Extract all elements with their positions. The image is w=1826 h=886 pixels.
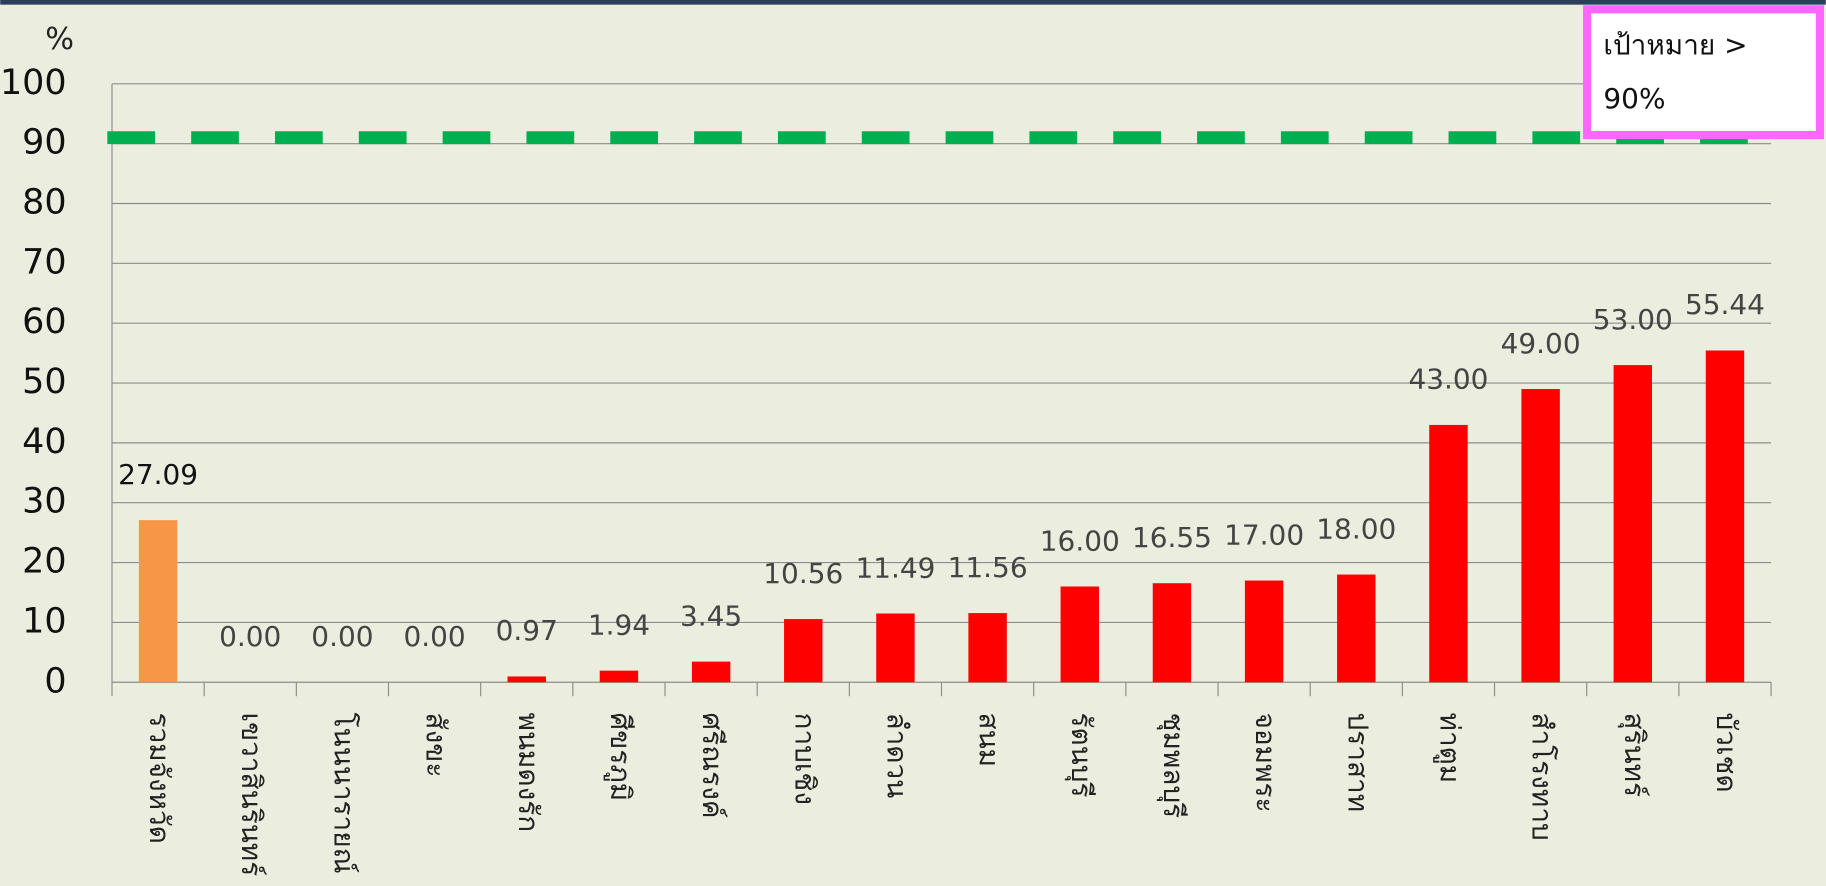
- top-border: [0, 0, 1826, 5]
- value-label: 11.49: [855, 551, 935, 584]
- x-tick-label: พนมดงรัก: [512, 713, 545, 833]
- value-label: 43.00: [1408, 363, 1488, 396]
- x-tick-label: สุรินทร์: [1617, 713, 1651, 798]
- bar: [507, 676, 546, 683]
- x-tick-label: ชุมพลบุรี: [1156, 713, 1190, 819]
- x-tick-label: สังขะ: [420, 713, 453, 778]
- bar: [1060, 586, 1099, 683]
- bar: [1244, 580, 1284, 683]
- bar: [1521, 389, 1560, 683]
- x-tick-label: ศีขรภูมิ: [603, 713, 637, 802]
- y-tick-label: 30: [22, 482, 66, 522]
- y-tick-label: 70: [22, 242, 66, 282]
- value-label: 0.97: [496, 614, 558, 647]
- bar: [1613, 365, 1653, 683]
- value-label: 10.56: [763, 557, 843, 590]
- x-tick-label: รัตนบุรี: [1064, 713, 1098, 798]
- value-label: 11.56: [948, 551, 1028, 584]
- y-tick-label: 60: [22, 302, 66, 342]
- x-tick-label: ท่าตูม: [1432, 713, 1466, 784]
- y-axis-label: %: [45, 22, 74, 57]
- value-label: 1.94: [588, 608, 650, 641]
- bar: [138, 520, 178, 683]
- y-tick-label: 40: [22, 422, 66, 462]
- x-tick-label: ศรีณรงค์: [696, 713, 729, 819]
- value-label: 0.00: [403, 620, 465, 653]
- x-tick-label: จอมพระ: [1249, 713, 1282, 813]
- value-label: 16.55: [1132, 521, 1212, 554]
- y-tick-label: 50: [22, 362, 66, 402]
- x-tick-label: โนนนารายณ์: [327, 713, 360, 874]
- x-tick-label: ลำดวน: [880, 713, 913, 799]
- annotation-text: 90%: [1603, 82, 1665, 115]
- x-tick-label: สำโรงทาบ: [1526, 713, 1559, 841]
- y-tick-label: 80: [22, 183, 66, 223]
- value-label: 16.00: [1040, 524, 1120, 557]
- value-label: 27.09: [118, 458, 198, 491]
- value-label: 3.45: [680, 599, 742, 632]
- value-label: 0.00: [219, 620, 281, 653]
- value-label: 17.00: [1224, 518, 1304, 551]
- x-tick-label: รวมจังหวัด: [143, 713, 176, 844]
- bar: [691, 661, 731, 683]
- x-tick-label: บัวเชด: [1710, 713, 1743, 793]
- value-label: 0.00: [311, 620, 373, 653]
- annotation-text: เป้าหมาย >: [1603, 29, 1747, 62]
- x-tick-label: สนม: [973, 713, 1006, 768]
- bar: [1429, 424, 1468, 683]
- bar: [1705, 350, 1745, 683]
- bar: [1337, 574, 1376, 683]
- y-tick-label: 100: [0, 63, 67, 103]
- y-tick-label: 10: [22, 601, 66, 641]
- value-label: 49.00: [1501, 327, 1581, 360]
- y-tick-label: 0: [44, 661, 66, 701]
- bar: [599, 670, 639, 683]
- x-tick-label: กาบเชิง: [788, 713, 821, 806]
- bar: [1152, 583, 1192, 683]
- bar: [876, 613, 915, 683]
- value-label: 55.44: [1685, 288, 1765, 321]
- bar: [968, 613, 1007, 683]
- y-tick-label: 20: [22, 542, 66, 582]
- y-tick-label: 90: [22, 123, 66, 163]
- value-label: 53.00: [1593, 303, 1673, 336]
- annotation-box: [1583, 5, 1825, 140]
- value-label: 18.00: [1316, 512, 1396, 545]
- x-tick-label: เขวาสินรินทร์: [235, 713, 268, 877]
- x-tick-label: ปราสาท: [1341, 713, 1374, 813]
- bar: [784, 619, 823, 683]
